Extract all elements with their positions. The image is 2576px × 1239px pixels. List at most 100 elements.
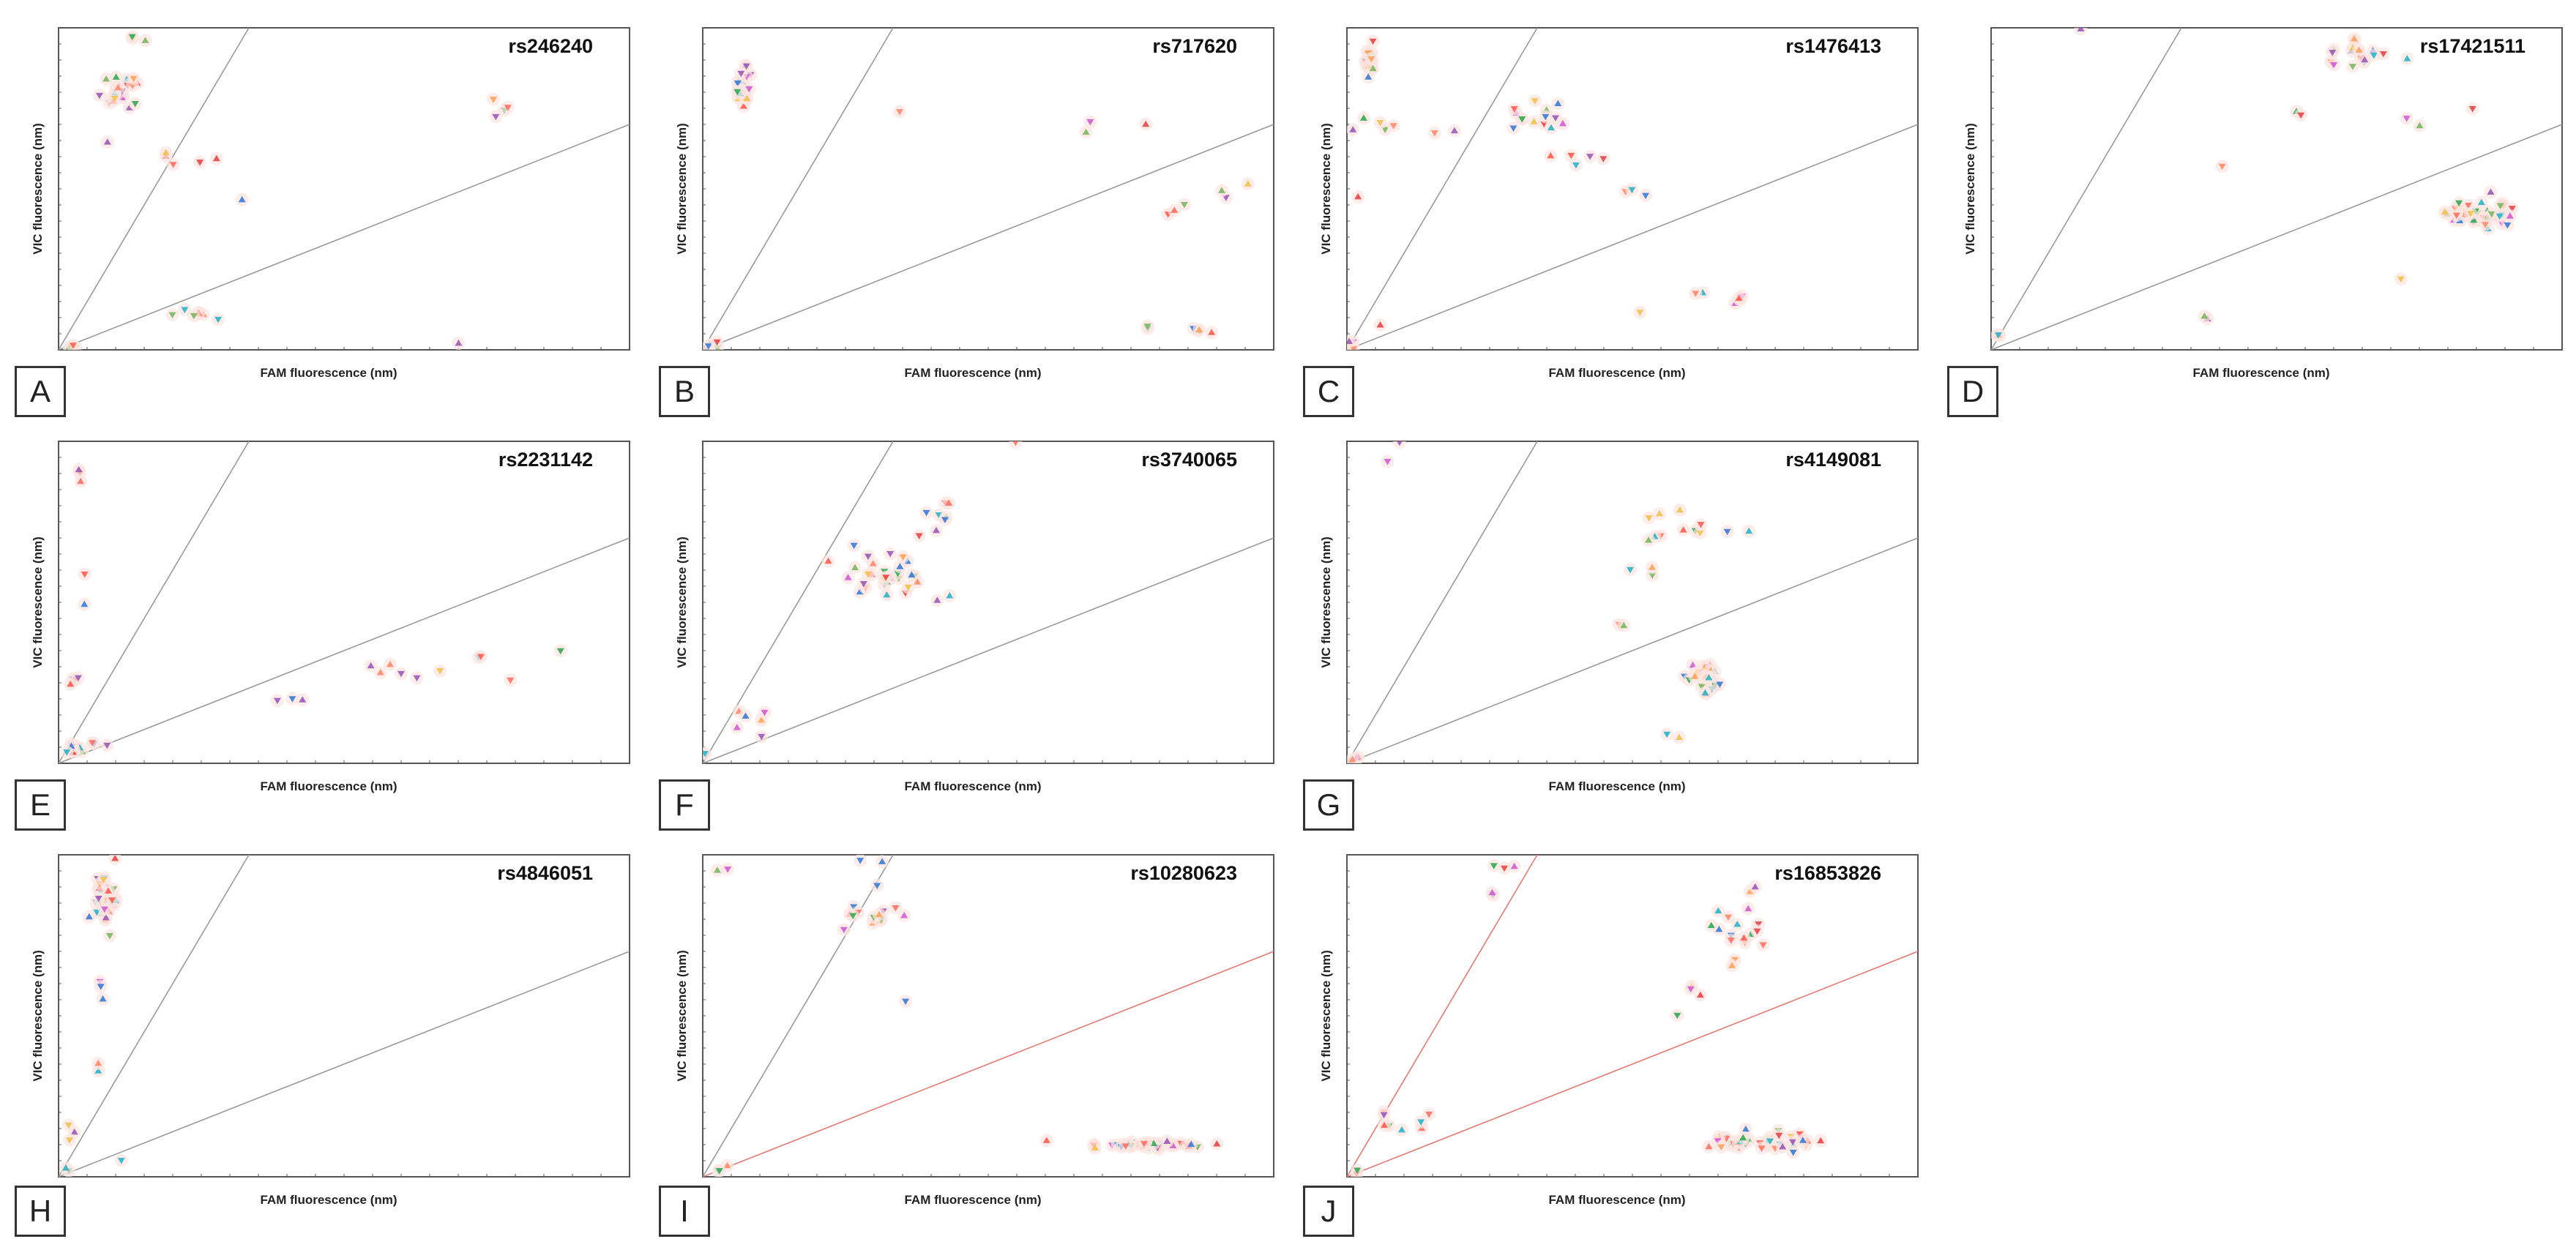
data-point bbox=[1628, 187, 1636, 194]
scatter-plot bbox=[702, 441, 1274, 764]
data-point bbox=[2496, 203, 2504, 210]
data-point bbox=[1766, 1138, 1774, 1145]
data-point bbox=[902, 998, 910, 1006]
data-point bbox=[1739, 1134, 1747, 1141]
data-point bbox=[1679, 526, 1687, 533]
panel-letter: A bbox=[15, 366, 66, 417]
data-point bbox=[1381, 127, 1389, 133]
data-point bbox=[1676, 506, 1684, 513]
data-point bbox=[2468, 106, 2476, 113]
plot-frame bbox=[702, 854, 1274, 1178]
cluster-boundary-line bbox=[703, 124, 1274, 350]
data-point bbox=[1510, 862, 1518, 869]
data-point bbox=[2330, 61, 2338, 69]
data-point bbox=[1698, 684, 1706, 690]
y-axis-label: VIC fluorescence (nm) bbox=[1318, 536, 1333, 668]
data-point bbox=[94, 895, 102, 902]
data-point bbox=[2464, 203, 2472, 209]
data-point bbox=[1417, 1119, 1425, 1126]
data-point bbox=[946, 591, 954, 599]
data-point bbox=[104, 887, 112, 894]
data-point bbox=[945, 499, 953, 506]
data-point bbox=[103, 742, 111, 749]
data-point bbox=[1775, 1132, 1783, 1139]
data-point bbox=[1689, 662, 1697, 668]
panel-title: rs3740065 bbox=[1141, 449, 1237, 471]
data-point bbox=[733, 724, 741, 730]
data-point bbox=[1389, 123, 1397, 130]
data-point bbox=[1551, 115, 1559, 121]
data-point bbox=[2482, 222, 2490, 228]
data-point bbox=[504, 105, 512, 111]
x-axis-label: FAM fluorescence (nm) bbox=[260, 779, 397, 793]
data-point bbox=[1745, 527, 1753, 534]
data-point bbox=[1717, 1144, 1725, 1151]
data-point bbox=[2348, 64, 2356, 70]
panel-title: rs16853826 bbox=[1774, 862, 1881, 884]
data-point bbox=[1599, 156, 1608, 162]
data-point bbox=[2355, 46, 2363, 53]
data-point bbox=[1645, 515, 1653, 522]
plot-frame bbox=[702, 27, 1274, 351]
data-point bbox=[1994, 332, 2002, 339]
data-point bbox=[413, 675, 421, 682]
panel-letter-text: C bbox=[1317, 374, 1340, 408]
data-point bbox=[2506, 212, 2514, 219]
data-point bbox=[1490, 863, 1498, 869]
data-point bbox=[556, 648, 564, 655]
x-axis-label: FAM fluorescence (nm) bbox=[1548, 779, 1686, 793]
panel-letter: H bbox=[15, 1186, 66, 1237]
data-point bbox=[507, 677, 515, 684]
data-point bbox=[1354, 192, 1362, 200]
data-point bbox=[196, 160, 204, 166]
x-axis-label: FAM fluorescence (nm) bbox=[904, 366, 1042, 380]
data-point bbox=[1397, 1126, 1405, 1133]
data-point bbox=[1376, 321, 1384, 328]
data-point bbox=[1542, 113, 1550, 121]
scatter-plot bbox=[1346, 27, 1919, 351]
data-point bbox=[1572, 162, 1580, 169]
panel-letter: G bbox=[1303, 779, 1354, 831]
panel-letter-text: D bbox=[1961, 374, 1985, 408]
data-point bbox=[1091, 1144, 1099, 1150]
data-point bbox=[1696, 991, 1704, 998]
data-point bbox=[131, 101, 139, 108]
data-point bbox=[1586, 154, 1594, 160]
data-point bbox=[1501, 865, 1509, 872]
data-point bbox=[1488, 888, 1496, 896]
data-point bbox=[1213, 1139, 1221, 1147]
data-point bbox=[1691, 673, 1699, 679]
data-point bbox=[168, 312, 176, 319]
data-point bbox=[933, 596, 941, 603]
data-point bbox=[117, 1158, 125, 1164]
data-point bbox=[1758, 1145, 1766, 1152]
data-point bbox=[1082, 128, 1090, 135]
y-axis-label: VIC fluorescence (nm) bbox=[1963, 123, 1977, 255]
data-point bbox=[477, 654, 485, 661]
data-point bbox=[1673, 1012, 1681, 1019]
data-point bbox=[723, 1161, 731, 1169]
data-point bbox=[69, 342, 77, 349]
data-point bbox=[108, 897, 116, 904]
cluster-boundary-line bbox=[703, 537, 1274, 763]
data-point bbox=[492, 113, 500, 121]
x-axis-label: FAM fluorescence (nm) bbox=[1548, 366, 1686, 380]
data-point bbox=[1759, 942, 1767, 949]
data-point bbox=[2487, 188, 2495, 195]
data-point bbox=[102, 913, 110, 921]
y-axis-label: VIC fluorescence (nm) bbox=[30, 536, 45, 668]
data-point bbox=[2508, 206, 2516, 212]
data-point bbox=[1430, 130, 1438, 137]
cluster-boundary-line bbox=[1347, 537, 1918, 763]
data-point bbox=[114, 83, 122, 91]
data-point bbox=[75, 465, 83, 473]
data-point bbox=[737, 70, 745, 78]
scatter-plot bbox=[1990, 27, 2563, 351]
data-point bbox=[1714, 907, 1722, 914]
data-point bbox=[864, 571, 872, 578]
data-point bbox=[169, 162, 177, 168]
data-point bbox=[1649, 572, 1657, 580]
data-point bbox=[914, 578, 922, 585]
data-point bbox=[1367, 56, 1375, 63]
data-point bbox=[850, 904, 858, 911]
